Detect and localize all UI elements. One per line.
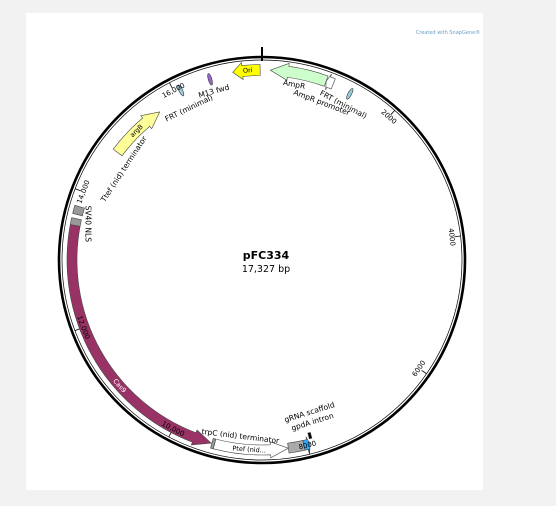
- tick-mark: [390, 110, 395, 116]
- plasmid-size: 17,327 bp: [242, 264, 290, 275]
- feature-gpda-intron[interactable]: [287, 440, 306, 454]
- feature-label-ori: Ori: [243, 66, 253, 75]
- feature-frt-2[interactable]: [177, 84, 185, 97]
- tick-mark: [74, 188, 81, 192]
- map-panel: [26, 13, 483, 490]
- feature-frt-1[interactable]: [345, 88, 354, 100]
- feature-trpc[interactable]: [210, 438, 217, 450]
- feature-ampr[interactable]: [269, 62, 329, 87]
- feature-label-ampr: AmpR: [282, 78, 306, 91]
- feature-group: [66, 61, 354, 459]
- feature-label-frt-2: FRT (minimal): [164, 93, 215, 124]
- tick-mark: [454, 235, 461, 238]
- tick-label: 4000: [447, 228, 457, 247]
- feature-m13-fwd[interactable]: [207, 73, 214, 86]
- feature-argb[interactable]: [112, 111, 161, 157]
- tick-mark: [421, 370, 427, 375]
- feature-ttef[interactable]: [72, 204, 85, 217]
- feature-sv40-nls[interactable]: [69, 217, 82, 227]
- watermark: Created with SnapGene®: [416, 29, 480, 36]
- feature-ampr-promoter[interactable]: [325, 73, 336, 91]
- plasmid-name: pFC334: [243, 249, 290, 262]
- feature-label-ptef: Ptef (nid...: [232, 444, 266, 454]
- feature-grna-scaffold[interactable]: [302, 436, 311, 453]
- feature-ptef[interactable]: [212, 438, 290, 459]
- feature-label-sv40-nls: SV40 NLS: [84, 206, 93, 243]
- feature-ori[interactable]: [232, 61, 261, 81]
- tick-label: 14,000: [75, 179, 91, 205]
- tick-mark: [169, 82, 173, 89]
- feature-small-black[interactable]: [307, 431, 313, 440]
- feature-cas9[interactable]: [66, 224, 212, 446]
